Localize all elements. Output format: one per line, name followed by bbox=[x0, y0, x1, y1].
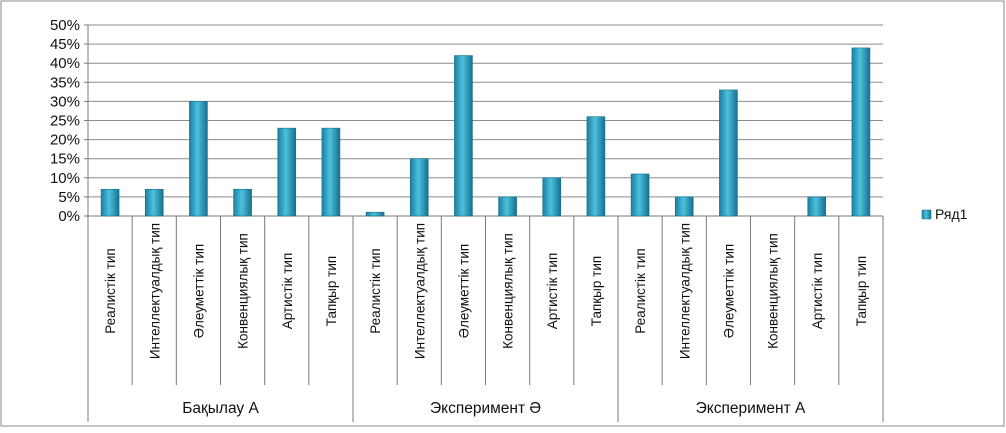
axes bbox=[84, 24, 884, 422]
x-tick-label: Артистік тип bbox=[280, 253, 295, 330]
legend-swatch bbox=[921, 209, 932, 220]
x-tick-label: Әлеуметтік тип bbox=[721, 244, 736, 338]
group-label: Эксперимент Ә bbox=[430, 400, 541, 417]
x-tick-label: Реалистік тип bbox=[368, 248, 383, 333]
bar bbox=[409, 158, 429, 217]
bar bbox=[851, 47, 871, 217]
y-tick-label: 50% bbox=[50, 17, 80, 34]
x-tick-label: Интеллектуалдық тип bbox=[412, 223, 427, 359]
bar bbox=[233, 188, 252, 217]
bar bbox=[807, 196, 827, 217]
x-tick-label: Интеллектуалдық тип bbox=[677, 223, 692, 359]
x-tick-label: Конвенциялық тип bbox=[766, 233, 781, 349]
x-tick-label: Тапқыр тип bbox=[589, 256, 604, 326]
y-tick-label: 35% bbox=[50, 74, 80, 91]
y-tick-label: 5% bbox=[58, 189, 80, 206]
bar bbox=[365, 211, 385, 217]
x-tick-label: Әлеуметтік тип bbox=[191, 244, 206, 338]
bar bbox=[321, 127, 341, 217]
group-label: Бақылау А bbox=[182, 400, 259, 417]
y-tick-label: 25% bbox=[50, 113, 80, 130]
bar bbox=[100, 188, 120, 217]
x-tick-label: Әлеуметтік тип bbox=[456, 244, 471, 338]
bar bbox=[674, 196, 694, 217]
bar bbox=[719, 89, 738, 217]
group-labels: Бақылау А Эксперимент Ә Эксперимент А bbox=[182, 400, 806, 417]
bar bbox=[630, 173, 650, 217]
bar bbox=[498, 196, 517, 217]
y-tick-label: 10% bbox=[50, 170, 80, 187]
x-tick-labels: Реалистік тип Интеллектуалдық тип Әлеуметт… bbox=[103, 223, 869, 359]
x-tick-label: Конвенциялық тип bbox=[236, 233, 251, 349]
y-tick-label: 40% bbox=[50, 55, 80, 72]
y-tick-label: 20% bbox=[50, 132, 80, 149]
bar bbox=[277, 127, 297, 217]
x-tick-label: Интеллектуалдық тип bbox=[147, 223, 162, 359]
x-tick-label: Тапқыр тип bbox=[854, 256, 869, 326]
y-tick-label: 45% bbox=[50, 36, 80, 53]
legend-label-ryad1: Ряд1 bbox=[935, 206, 968, 222]
bar bbox=[586, 116, 606, 217]
x-tick-label: Тапқыр тип bbox=[324, 256, 339, 326]
bar bbox=[144, 188, 164, 217]
x-tick-label: Реалистік тип bbox=[633, 248, 648, 333]
x-tick-label: Артистік тип bbox=[810, 253, 825, 330]
y-tick-label: 30% bbox=[50, 93, 80, 110]
bars bbox=[100, 47, 871, 217]
group-label: Эксперимент А bbox=[696, 400, 806, 417]
bar bbox=[542, 177, 562, 217]
x-tick-label: Реалистік тип bbox=[103, 248, 118, 333]
bar bbox=[454, 55, 473, 217]
legend: Ряд1 bbox=[921, 206, 968, 222]
y-tick-label: 15% bbox=[50, 151, 80, 168]
y-tick-label: 0% bbox=[58, 208, 80, 225]
x-tick-label: Артистік тип bbox=[545, 253, 560, 330]
x-tick-label: Конвенциялық тип bbox=[501, 233, 516, 349]
y-tick-labels: 0% 5% 10% 15% 20% 25% 30% 35% 40% 45% 50% bbox=[50, 17, 80, 225]
bar bbox=[189, 101, 208, 217]
